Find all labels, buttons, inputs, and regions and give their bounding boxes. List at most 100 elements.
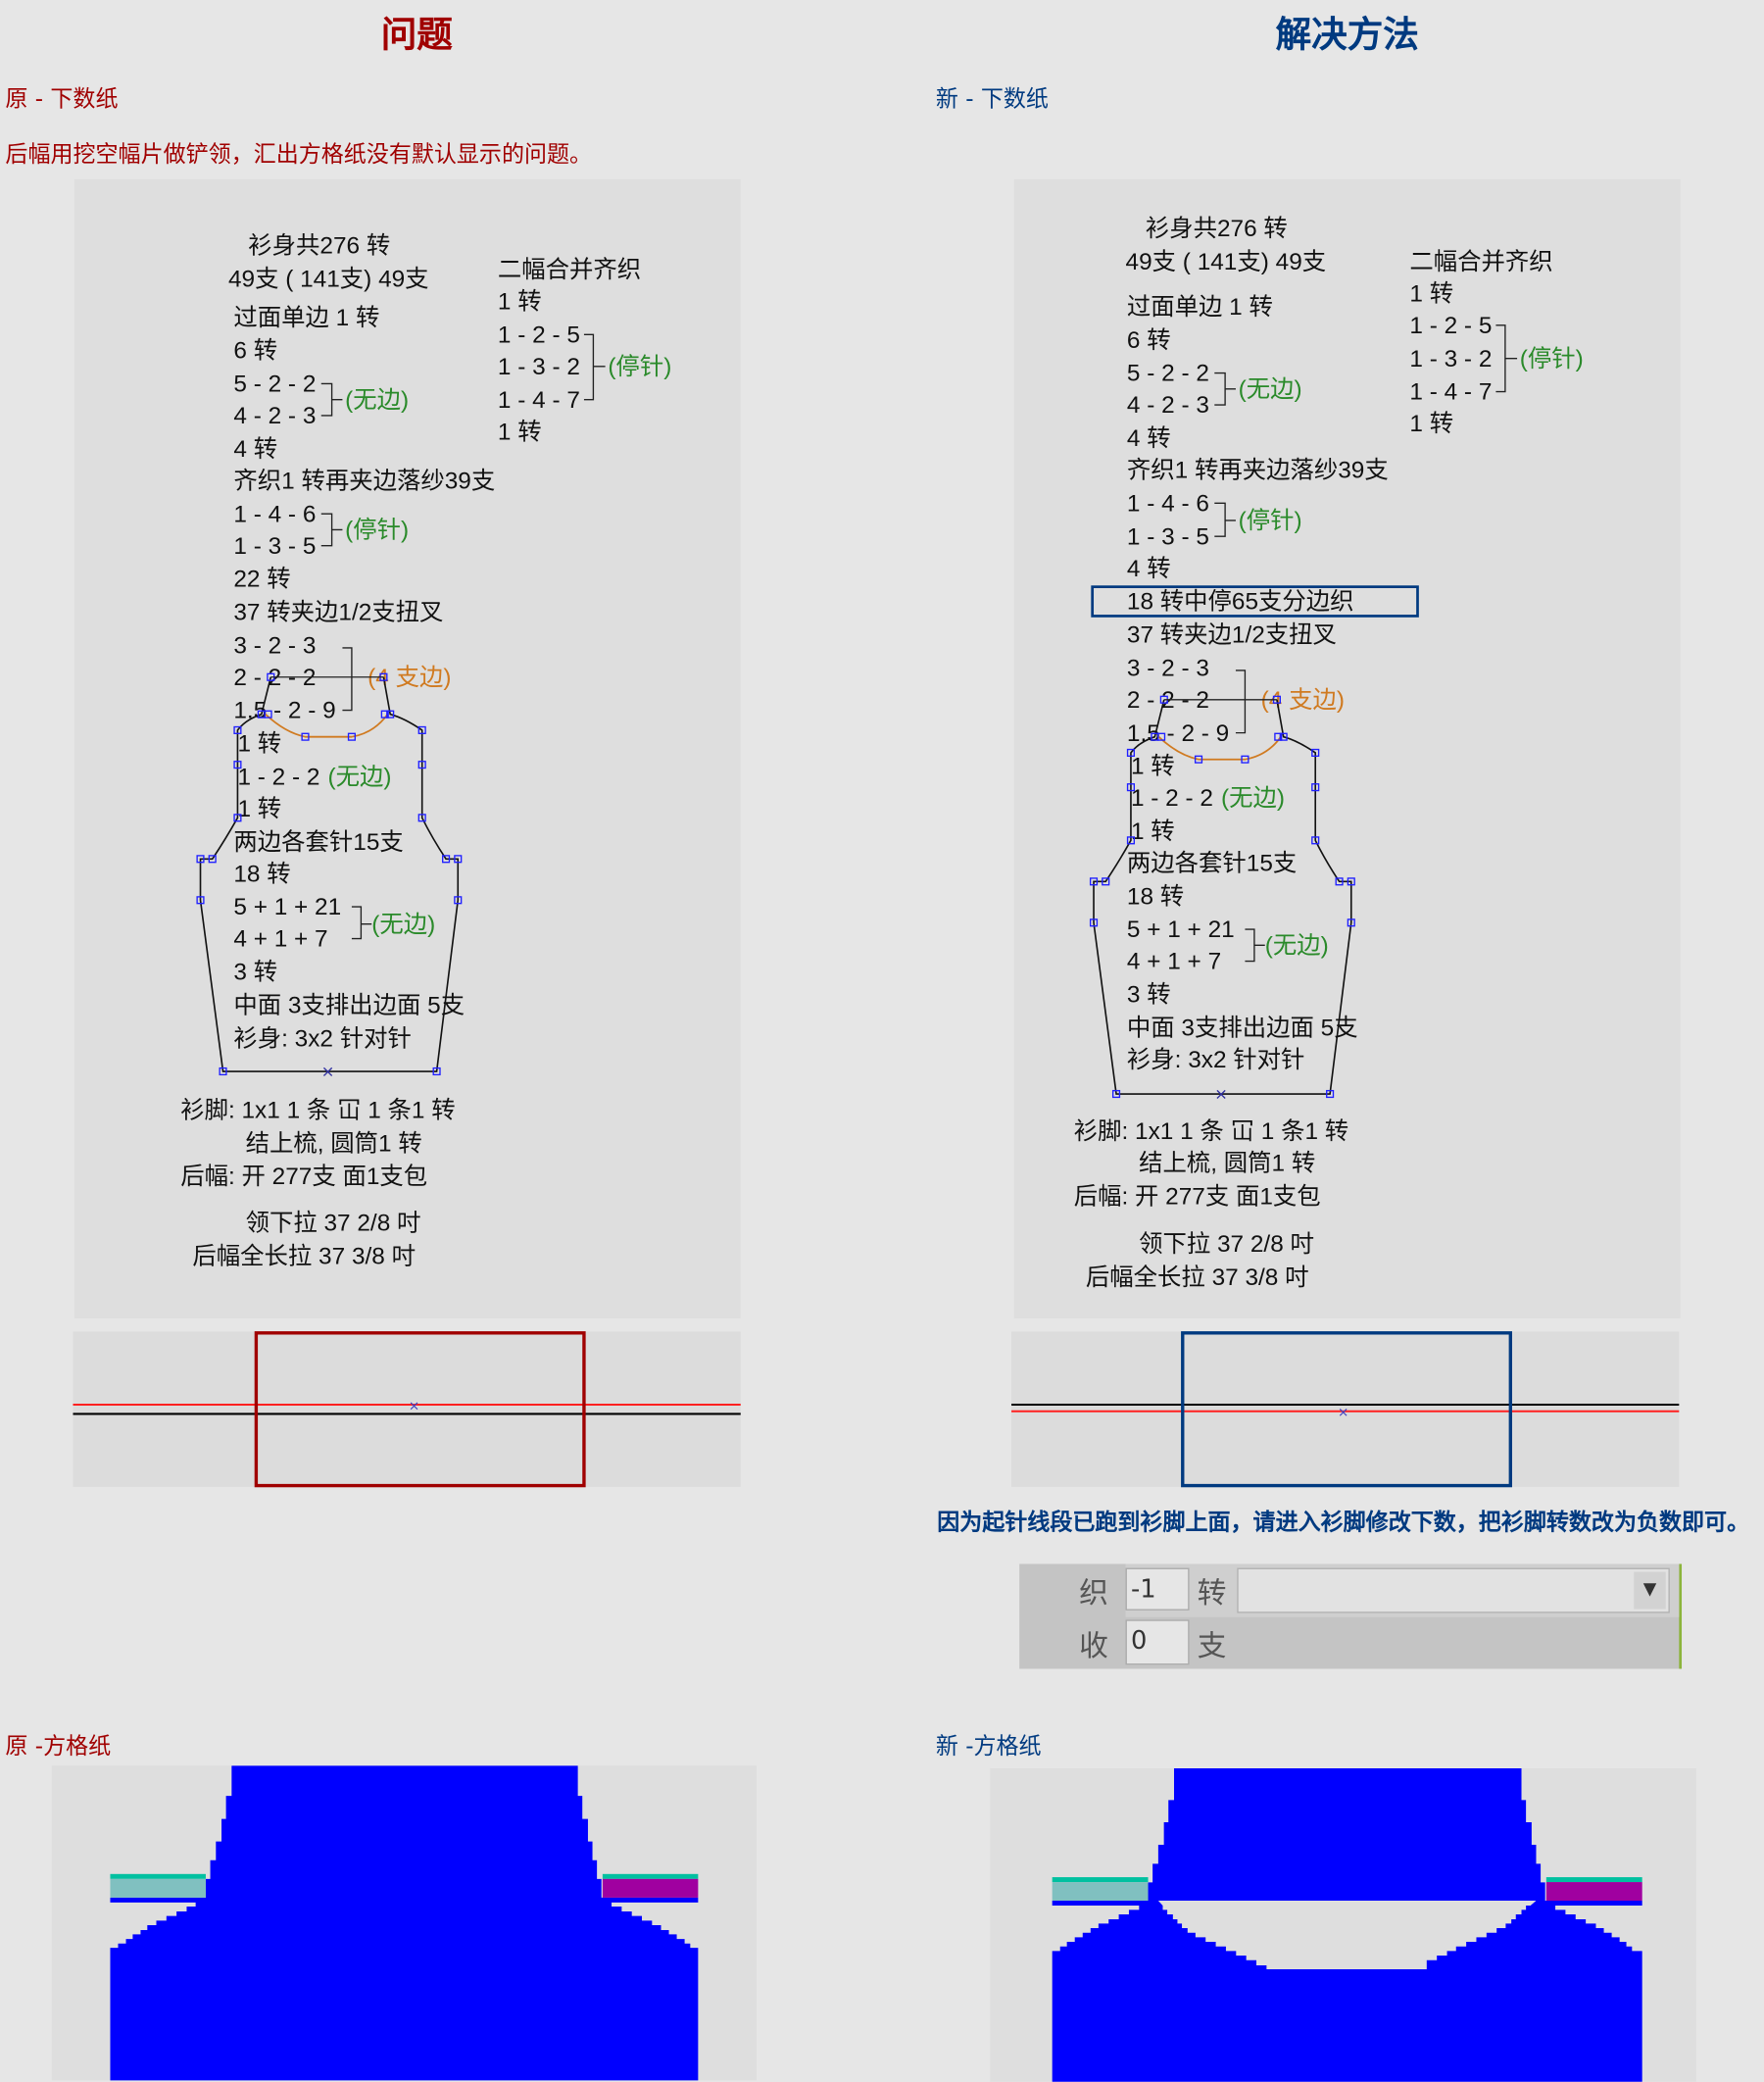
pattern-line: 1 转	[237, 729, 282, 758]
right-grid-label: 新 -方格纸	[935, 1733, 1042, 1760]
left-section-strip	[73, 1331, 741, 1487]
control-point-handle[interactable]	[196, 855, 205, 864]
left-rib-lightteal	[110, 1878, 206, 1898]
control-point-handle[interactable]	[1126, 748, 1136, 758]
pattern-line: 4 转	[233, 435, 278, 463]
control-point-handle[interactable]	[1126, 836, 1136, 845]
pattern-line: 1 转	[1130, 818, 1175, 845]
control-point-handle[interactable]	[347, 732, 356, 741]
right-highlight-box	[1181, 1331, 1513, 1488]
control-point-handle[interactable]	[233, 761, 242, 769]
control-point-handle[interactable]	[1311, 836, 1320, 845]
control-point-handle[interactable]	[380, 710, 389, 719]
pattern-line: 过面单边 1 转	[233, 304, 380, 331]
control-point-handle[interactable]	[301, 732, 310, 741]
control-point-handle[interactable]	[219, 1066, 227, 1076]
control-point-handle[interactable]	[1335, 877, 1344, 886]
control-point-handle[interactable]	[386, 710, 395, 719]
pattern-line: 衫身: 3x2 针对针	[1126, 1046, 1305, 1073]
control-point-handle[interactable]	[442, 855, 451, 864]
footer-line: 结上梳, 圆筒1 转	[1139, 1149, 1316, 1176]
control-point-handle[interactable]	[454, 855, 463, 864]
pattern-line: 22 转	[233, 565, 291, 593]
bracket-line	[1495, 324, 1518, 393]
side-line: 二幅合并齐织	[1409, 248, 1553, 275]
pattern-line: 1 转	[1130, 752, 1175, 780]
control-point-handle[interactable]	[1347, 877, 1355, 886]
pattern-annotation: (停针)	[345, 516, 410, 543]
center-mark-icon: ×	[1214, 1084, 1228, 1103]
control-point-handle[interactable]	[196, 896, 205, 905]
footing-edit-form: 织 -1 转 ▼ 收 0 支	[1019, 1563, 1683, 1669]
left-grid-label: 原 -方格纸	[5, 1733, 112, 1760]
control-point-handle[interactable]	[454, 896, 463, 905]
right-section-label: 新 - 下数纸	[935, 86, 1049, 114]
control-point-handle[interactable]	[1279, 732, 1288, 741]
control-point-handle[interactable]	[417, 814, 426, 822]
footing-type-select[interactable]: ▼	[1237, 1567, 1670, 1613]
side-line: 1 - 3 - 2	[497, 353, 580, 380]
pattern-annotation: (停针)	[1238, 507, 1302, 534]
control-point-handle[interactable]	[1111, 1089, 1121, 1099]
grid-neck-gap	[1157, 1901, 1537, 1970]
pattern-line: 衫身共276 转	[1145, 215, 1288, 242]
control-point-handle[interactable]	[264, 710, 272, 719]
pattern-line: 4 转	[1126, 555, 1171, 582]
right-brackets	[1163, 324, 1518, 963]
side-line: 二幅合并齐织	[497, 256, 642, 283]
pattern-line: 1 - 3 - 5	[233, 532, 317, 560]
control-point-handle[interactable]	[233, 725, 242, 734]
solution-title: 解决方法	[1275, 14, 1419, 56]
pattern-line: 5 + 1 + 21	[233, 893, 342, 920]
pattern-line: 6 转	[233, 337, 278, 365]
footer-line: 后幅: 开 277支 面1支包	[180, 1163, 428, 1190]
control-point-handle[interactable]	[1194, 755, 1203, 764]
left-highlight-box	[254, 1331, 586, 1488]
control-point-handle[interactable]	[1089, 877, 1099, 886]
footer-line: 后幅全长拉 37 3/8 吋	[1085, 1264, 1309, 1291]
decrease-stitches-input[interactable]: 0	[1125, 1619, 1190, 1665]
left-garment-outline: ×	[196, 672, 463, 1080]
control-point-handle[interactable]	[1102, 877, 1110, 886]
control-point-handle[interactable]	[1241, 755, 1250, 764]
control-point-handle[interactable]	[432, 1066, 441, 1076]
control-point-handle[interactable]	[417, 761, 426, 769]
control-point-handle[interactable]	[233, 814, 242, 822]
control-point-handle[interactable]	[1157, 732, 1166, 741]
pattern-line: 1 - 4 - 6	[1126, 489, 1209, 517]
right-rib-teal	[602, 1873, 699, 1879]
control-point-handle[interactable]	[1347, 918, 1355, 927]
pattern-line: 4 - 2 - 3	[1126, 391, 1209, 419]
right-section-strip	[1011, 1331, 1680, 1487]
left-section-label: 原 - 下数纸	[5, 86, 119, 114]
control-point-handle[interactable]	[208, 855, 217, 864]
center-mark-icon: ×	[321, 1062, 335, 1080]
left-pattern-panel	[74, 178, 741, 1318]
pattern-line: 过面单边 1 转	[1126, 293, 1273, 321]
pattern-line: 1 转	[237, 795, 282, 822]
footer-line: 后幅: 开 277支 面1支包	[1073, 1182, 1321, 1210]
grid-lower-body-shape	[1052, 1906, 1642, 2082]
pattern-line: 18 转	[233, 860, 291, 887]
side-line: 1 - 4 - 7	[497, 386, 580, 414]
bracket-line	[1214, 372, 1236, 406]
side-line: 1 - 2 - 5	[1409, 312, 1493, 339]
control-point-handle[interactable]	[1311, 783, 1320, 792]
right-rib-purple	[602, 1878, 699, 1898]
control-point-handle[interactable]	[417, 725, 426, 734]
dropdown-arrow-icon[interactable]: ▼	[1634, 1571, 1666, 1610]
control-point-handle[interactable]	[1126, 783, 1136, 792]
decrease-label: 收	[1079, 1630, 1108, 1664]
pattern-annotation: (无边)	[1264, 931, 1329, 959]
left-rib-teal	[1052, 1877, 1149, 1883]
pattern-line: 1 - 4 - 6	[233, 500, 317, 527]
knit-rows-input[interactable]: -1	[1125, 1567, 1190, 1611]
bracket-line	[1163, 669, 1277, 734]
control-point-handle[interactable]	[1311, 748, 1320, 758]
control-point-handle[interactable]	[1089, 918, 1099, 927]
control-point-handle[interactable]	[1274, 732, 1283, 741]
control-point-handle[interactable]	[1326, 1089, 1335, 1099]
side-line: 1 - 2 - 5	[497, 321, 580, 348]
pattern-line: 1 - 3 - 5	[1126, 522, 1209, 550]
